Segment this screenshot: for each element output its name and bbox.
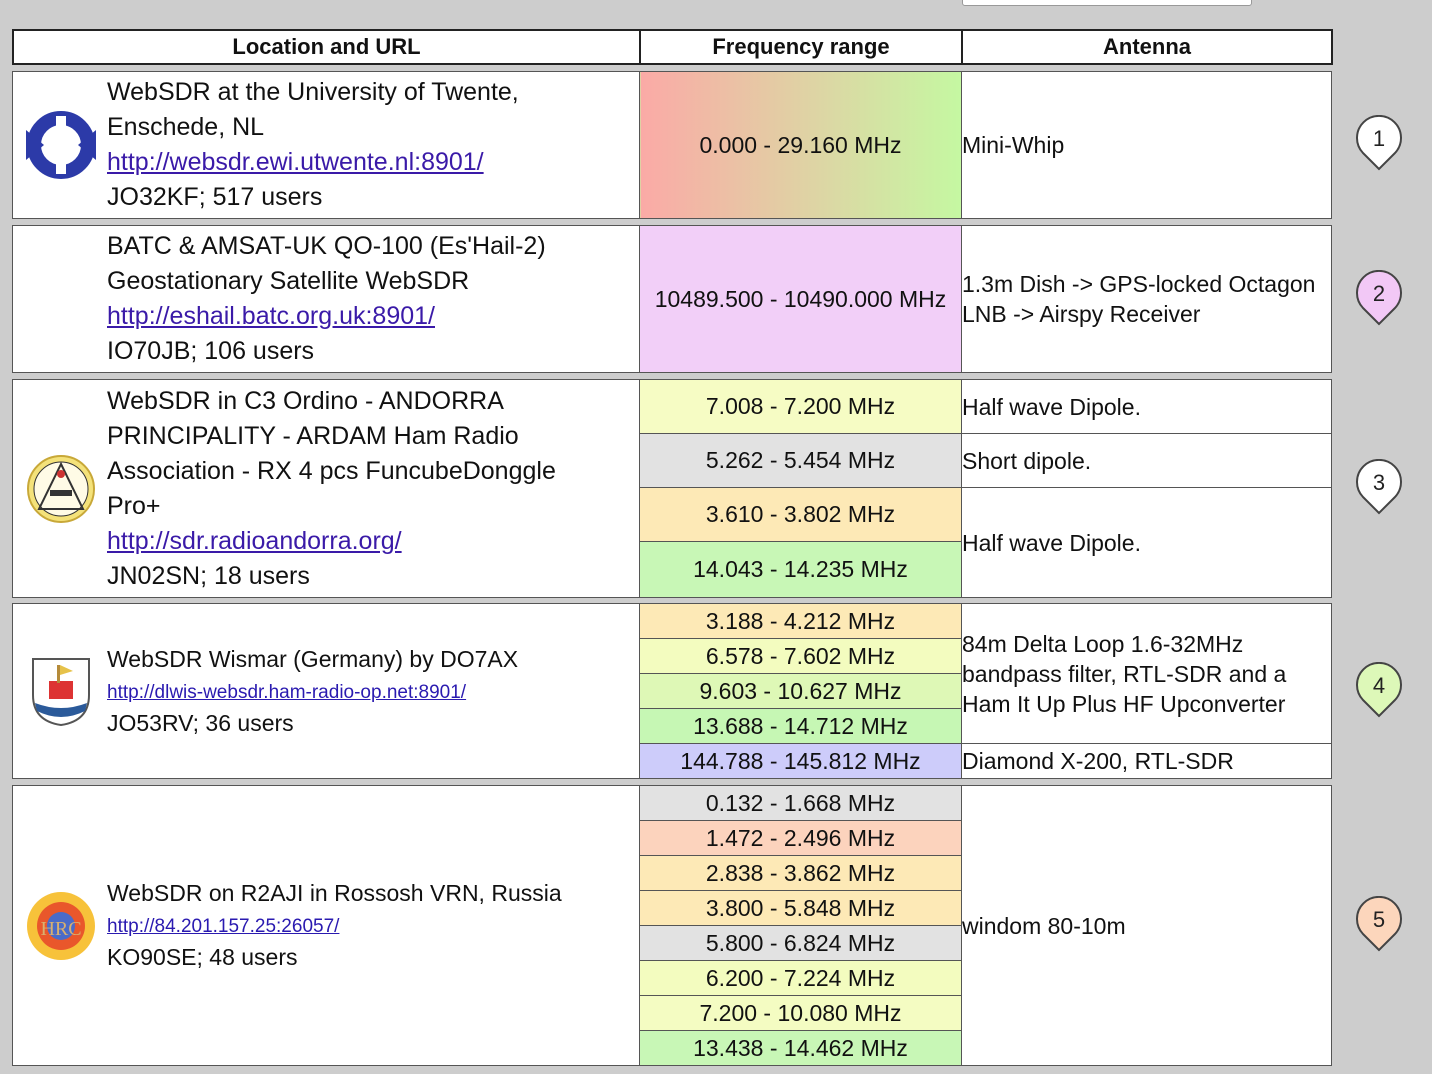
- map-marker-4[interactable]: 4: [1355, 662, 1403, 718]
- freq-cell[interactable]: 3.610 - 3.802 MHz: [639, 487, 962, 542]
- freq-cell[interactable]: 6.578 - 7.602 MHz: [639, 638, 962, 674]
- freq-cell[interactable]: 9.603 - 10.627 MHz: [639, 673, 962, 709]
- station-info: JO53RV; 36 users: [107, 709, 294, 736]
- location-cell: BATC & AMSAT-UK QO-100 (Es'Hail-2) Geost…: [12, 225, 640, 373]
- location-cell: WebSDR Wismar (Germany) by DO7AX http://…: [12, 603, 640, 779]
- sdr-entry-2: BATC & AMSAT-UK QO-100 (Es'Hail-2) Geost…: [12, 225, 1332, 373]
- station-info: KO90SE; 48 users: [107, 944, 298, 970]
- station-info: JO32KF; 517 users: [107, 183, 323, 211]
- marker-label: 2: [1372, 281, 1386, 306]
- marker-label: 5: [1372, 907, 1386, 932]
- sdr-entry-1: WebSDR at the University of Twente, Ensc…: [12, 71, 1332, 219]
- freq-cell[interactable]: 0.000 - 29.160 MHz: [639, 71, 962, 219]
- map-marker-5[interactable]: 5: [1355, 896, 1403, 952]
- freq-cell[interactable]: 5.800 - 6.824 MHz: [639, 925, 962, 961]
- freq-cell[interactable]: 144.788 - 145.812 MHz: [639, 743, 962, 779]
- marker-label: 1: [1372, 126, 1386, 151]
- freq-cell[interactable]: 7.008 - 7.200 MHz: [639, 379, 962, 434]
- table-header: Location and URL Frequency range Antenna: [12, 29, 1333, 65]
- sdr-entry-5: HRC WebSDR on R2AJI in Rossosh VRN, Russ…: [12, 785, 1332, 1066]
- freq-cell[interactable]: 1.472 - 2.496 MHz: [639, 820, 962, 856]
- freq-cell[interactable]: 3.800 - 5.848 MHz: [639, 890, 962, 926]
- station-title: BATC & AMSAT-UK QO-100 (Es'Hail-2) Geost…: [107, 232, 546, 295]
- map-marker-2[interactable]: 2: [1355, 270, 1403, 326]
- location-cell: WebSDR at the University of Twente, Ensc…: [12, 71, 640, 219]
- map-marker-1[interactable]: 1: [1355, 115, 1403, 171]
- sdr-entry-4: WebSDR Wismar (Germany) by DO7AX http://…: [12, 603, 1332, 779]
- antenna-cell: Short dipole.: [961, 433, 1332, 488]
- station-info: JN02SN; 18 users: [107, 561, 310, 590]
- col-frequency-header: Frequency range: [639, 29, 963, 65]
- col-antenna-header: Antenna: [961, 29, 1333, 65]
- station-url-link[interactable]: http://dlwis-websdr.ham-radio-op.net:890…: [107, 681, 467, 703]
- station-title: WebSDR at the University of Twente, Ensc…: [107, 78, 519, 141]
- location-cell: WebSDR in C3 Ordino - ANDORRA PRINCIPALI…: [12, 379, 640, 598]
- station-url-link[interactable]: http://84.201.157.25:26057/: [107, 916, 340, 937]
- antenna-cell: Half wave Dipole.: [961, 487, 1332, 598]
- freq-cell[interactable]: 2.838 - 3.862 MHz: [639, 855, 962, 891]
- marker-label: 3: [1372, 470, 1386, 495]
- station-url-link[interactable]: http://websdr.ewi.utwente.nl:8901/: [107, 148, 484, 176]
- freq-cell[interactable]: 3.188 - 4.212 MHz: [639, 603, 962, 639]
- station-info: IO70JB; 106 users: [107, 337, 315, 365]
- freq-cell[interactable]: 10489.500 - 10490.000 MHz: [639, 225, 962, 373]
- freq-cell[interactable]: 13.438 - 14.462 MHz: [639, 1030, 962, 1066]
- ardam-logo-icon: [25, 453, 97, 525]
- col-location-header: Location and URL: [12, 29, 641, 65]
- station-title: WebSDR on R2AJI in Rossosh VRN, Russia: [107, 880, 562, 906]
- hrc-logo-text: HRC: [40, 918, 81, 940]
- antenna-cell: windom 80-10m: [961, 785, 1332, 1066]
- station-title: WebSDR Wismar (Germany) by DO7AX: [107, 645, 519, 672]
- freq-cell[interactable]: 6.200 - 7.224 MHz: [639, 960, 962, 996]
- utwente-logo-icon: [25, 109, 97, 181]
- location-cell: HRC WebSDR on R2AJI in Rossosh VRN, Russ…: [12, 785, 640, 1066]
- freq-cell[interactable]: 7.200 - 10.080 MHz: [639, 995, 962, 1031]
- antenna-cell: Mini-Whip: [961, 71, 1332, 219]
- antenna-cell: 84m Delta Loop 1.6-32MHz bandpass filter…: [961, 603, 1332, 744]
- top-input-field[interactable]: [962, 0, 1252, 6]
- station-url-link[interactable]: http://sdr.radioandorra.org/: [107, 526, 402, 555]
- station-url-link[interactable]: http://eshail.batc.org.uk:8901/: [107, 302, 435, 330]
- empty-logo-icon: [25, 263, 97, 335]
- antenna-cell: Half wave Dipole.: [961, 379, 1332, 434]
- map-marker-3[interactable]: 3: [1355, 459, 1403, 515]
- freq-cell[interactable]: 0.132 - 1.668 MHz: [639, 785, 962, 821]
- station-title: WebSDR in C3 Ordino - ANDORRA PRINCIPALI…: [107, 386, 556, 520]
- antenna-cell: 1.3m Dish -> GPS-locked Octagon LNB -> A…: [961, 225, 1332, 373]
- freq-cell[interactable]: 14.043 - 14.235 MHz: [639, 541, 962, 598]
- sdr-entry-3: WebSDR in C3 Ordino - ANDORRA PRINCIPALI…: [12, 379, 1332, 598]
- freq-cell[interactable]: 5.262 - 5.454 MHz: [639, 433, 962, 488]
- wismar-crest-icon: [25, 655, 97, 727]
- marker-label: 4: [1372, 673, 1386, 698]
- hrc-logo-icon: HRC: [25, 890, 97, 962]
- antenna-cell: Diamond X-200, RTL-SDR: [961, 743, 1332, 779]
- freq-cell[interactable]: 13.688 - 14.712 MHz: [639, 708, 962, 744]
